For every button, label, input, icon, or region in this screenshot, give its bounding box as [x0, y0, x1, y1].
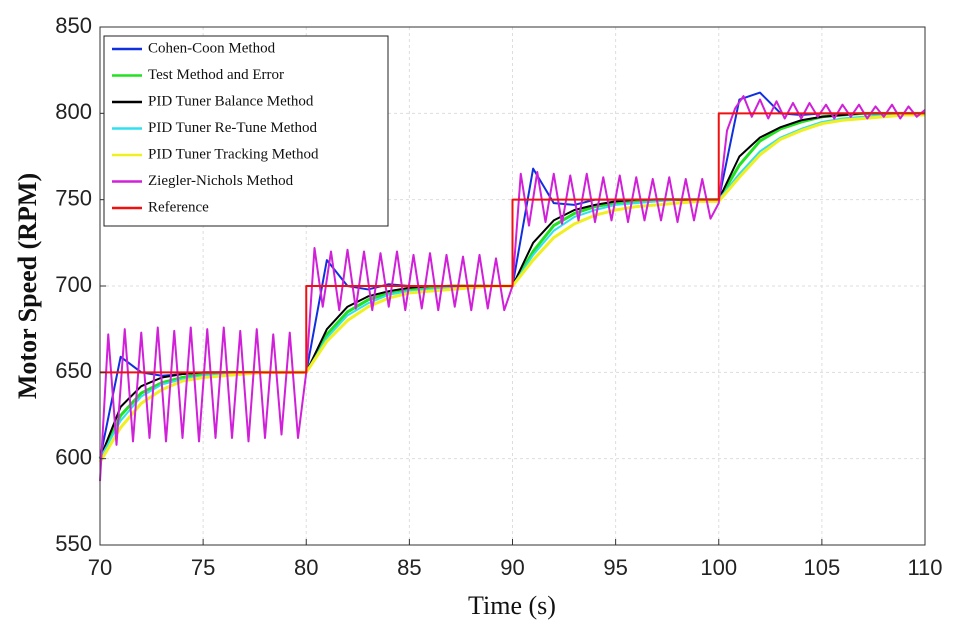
x-tick-label: 100 — [700, 555, 737, 580]
y-tick-label: 650 — [55, 358, 92, 383]
x-tick-label: 110 — [907, 555, 942, 580]
y-axis-label: Motor Speed (RPM) — [13, 173, 42, 399]
legend-label: Test Method and Error — [148, 67, 284, 83]
plot-lines — [98, 91, 926, 482]
series-line — [100, 112, 925, 374]
legend-label: PID Tuner Balance Method — [148, 93, 314, 109]
x-tick-label: 90 — [500, 555, 524, 580]
legend-label: Ziegler-Nichols Method — [148, 173, 294, 189]
y-tick-label: 550 — [55, 531, 92, 556]
legend-label: PID Tuner Tracking Method — [148, 146, 319, 162]
x-axis-label: Time (s) — [468, 591, 556, 620]
y-tick-label: 800 — [55, 99, 92, 124]
y-tick-label: 750 — [55, 185, 92, 210]
legend-label: Cohen-Coon Method — [148, 40, 276, 56]
x-tick-label: 70 — [88, 555, 112, 580]
ticks: 70 75 80 85 90 95 100 105 110 550 600 650 700 750 800 8… — [55, 13, 942, 580]
legend: Cohen-Coon Method Test Method and Error PI… — [112, 40, 319, 215]
x-tick-label: 80 — [294, 555, 318, 580]
legend-label: Reference — [148, 199, 209, 215]
x-tick-label: 85 — [397, 555, 421, 580]
y-tick-label: 700 — [55, 272, 92, 297]
x-tick-label: 95 — [603, 555, 627, 580]
legend-label: PID Tuner Re-Tune Method — [148, 120, 318, 136]
x-tick-label: 105 — [804, 555, 841, 580]
legend-box — [103, 35, 389, 227]
x-tick-label: 75 — [191, 555, 215, 580]
y-tick-label: 600 — [55, 444, 92, 469]
y-tick-label: 850 — [55, 13, 92, 38]
